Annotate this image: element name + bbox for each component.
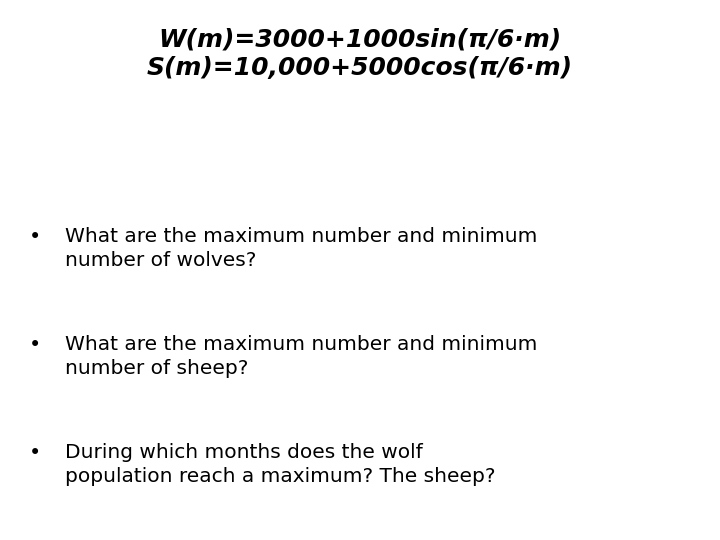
Text: •: • (29, 335, 41, 355)
Text: What are the maximum number and minimum
number of wolves?: What are the maximum number and minimum … (65, 227, 537, 270)
Text: W(m)=3000+1000sin(π/6·m)
S(m)=10,000+5000cos(π/6·m): W(m)=3000+1000sin(π/6·m) S(m)=10,000+500… (147, 27, 573, 80)
Text: •: • (29, 227, 41, 247)
Text: What are the maximum number and minimum
number of sheep?: What are the maximum number and minimum … (65, 335, 537, 378)
Text: During which months does the wolf
population reach a maximum? The sheep?: During which months does the wolf popula… (65, 443, 495, 486)
Text: •: • (29, 443, 41, 463)
